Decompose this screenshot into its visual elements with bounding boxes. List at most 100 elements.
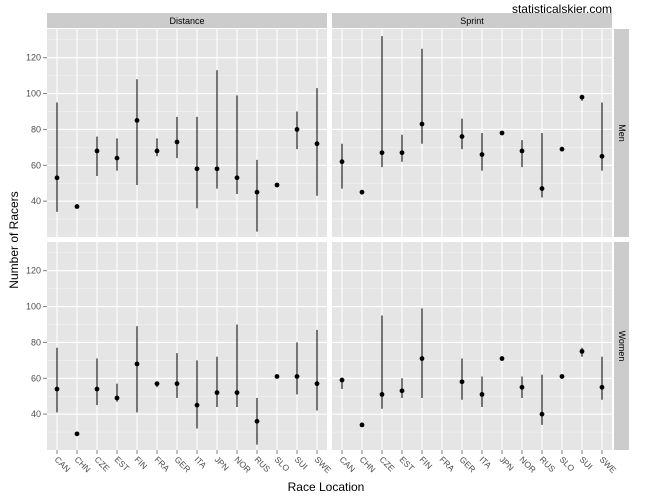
data-point bbox=[174, 381, 180, 387]
data-point bbox=[314, 381, 320, 387]
x-tick-label: CAN bbox=[338, 454, 358, 474]
x-tick-label: CHN bbox=[358, 454, 378, 474]
data-point bbox=[519, 148, 525, 154]
data-point bbox=[254, 189, 260, 195]
y-axis-title: Number of Racers bbox=[7, 191, 21, 288]
data-point bbox=[399, 150, 405, 156]
facet-strip-women bbox=[614, 242, 629, 450]
data-point bbox=[114, 395, 120, 401]
x-tick-label: CZE bbox=[378, 454, 397, 473]
panel-background bbox=[47, 29, 327, 237]
data-point bbox=[399, 388, 405, 394]
data-point bbox=[539, 411, 545, 417]
data-point bbox=[579, 94, 585, 100]
x-tick-label: JPN bbox=[498, 454, 516, 472]
y-tick-label: 80 bbox=[31, 337, 41, 347]
panel-background bbox=[47, 242, 327, 450]
data-point bbox=[339, 159, 345, 165]
x-tick-label: SWE bbox=[598, 454, 619, 475]
x-tick-label: SLO bbox=[273, 454, 292, 473]
x-tick-label: GER bbox=[458, 454, 478, 474]
data-point bbox=[154, 148, 160, 154]
x-tick-label: NOR bbox=[233, 454, 253, 474]
x-tick-label: CHN bbox=[73, 454, 93, 474]
facet-label-men: Men bbox=[617, 124, 627, 142]
data-point bbox=[114, 155, 120, 161]
x-tick-label: GER bbox=[173, 454, 193, 474]
data-point bbox=[174, 139, 180, 145]
y-tick-label: 120 bbox=[26, 53, 41, 63]
data-point bbox=[134, 361, 140, 367]
y-tick-label: 40 bbox=[31, 409, 41, 419]
data-point bbox=[214, 390, 220, 396]
panel-background bbox=[332, 29, 612, 237]
x-tick-label: EST bbox=[398, 454, 417, 473]
data-point bbox=[499, 130, 505, 136]
data-point bbox=[54, 175, 60, 181]
data-point bbox=[154, 381, 160, 387]
y-tick-label: 100 bbox=[26, 89, 41, 99]
data-point bbox=[479, 392, 485, 397]
x-tick-label: FIN bbox=[418, 454, 435, 471]
data-point bbox=[419, 356, 425, 361]
data-point bbox=[194, 402, 200, 408]
data-point bbox=[599, 384, 605, 390]
data-point bbox=[54, 386, 60, 392]
x-tick-label: SLO bbox=[558, 454, 577, 473]
data-point bbox=[359, 422, 365, 428]
y-tick-label: 80 bbox=[31, 124, 41, 134]
x-tick-label: ITA bbox=[478, 454, 494, 470]
data-point bbox=[214, 166, 220, 172]
data-point bbox=[314, 141, 320, 147]
data-point bbox=[539, 186, 545, 191]
y-tick-label: 100 bbox=[26, 302, 41, 312]
data-point bbox=[479, 152, 485, 157]
data-point bbox=[294, 374, 300, 379]
data-point bbox=[559, 146, 565, 152]
x-tick-label: SUI bbox=[293, 454, 310, 471]
data-point bbox=[359, 189, 365, 195]
x-tick-label: SWE bbox=[313, 454, 334, 475]
y-tick-label: 60 bbox=[31, 160, 41, 170]
data-point bbox=[274, 374, 280, 379]
data-point bbox=[74, 431, 80, 437]
data-point bbox=[459, 134, 465, 139]
data-point bbox=[379, 392, 385, 397]
x-tick-label: CAN bbox=[53, 454, 73, 474]
data-point bbox=[579, 348, 585, 354]
x-tick-label: FIN bbox=[133, 454, 150, 471]
data-point bbox=[599, 153, 605, 159]
facet-label-women: Women bbox=[617, 331, 627, 362]
data-point bbox=[274, 182, 280, 188]
facet-strip-men bbox=[614, 29, 629, 237]
data-point bbox=[94, 148, 100, 154]
data-point bbox=[459, 379, 465, 385]
data-point bbox=[519, 384, 525, 390]
data-point bbox=[74, 204, 80, 209]
x-tick-label: NOR bbox=[518, 454, 538, 474]
x-tick-label: FRA bbox=[438, 454, 457, 473]
data-point bbox=[379, 150, 385, 156]
data-point bbox=[419, 121, 425, 127]
data-point bbox=[254, 418, 260, 424]
y-tick-label: 40 bbox=[31, 196, 41, 206]
data-point bbox=[234, 390, 240, 396]
x-tick-label: RUS bbox=[538, 454, 558, 474]
x-tick-label: FRA bbox=[153, 454, 172, 473]
data-point bbox=[194, 166, 200, 172]
facet-strip-sprint bbox=[332, 13, 612, 28]
x-tick-label: JPN bbox=[213, 454, 231, 472]
facet-label-distance: Distance bbox=[169, 16, 204, 26]
data-point bbox=[234, 175, 240, 181]
y-tick-label: 120 bbox=[26, 266, 41, 276]
x-tick-label: EST bbox=[113, 454, 132, 473]
x-axis-title: Race Location bbox=[288, 480, 365, 494]
data-point bbox=[339, 377, 345, 383]
data-point bbox=[94, 386, 100, 392]
facet-label-sprint: Sprint bbox=[460, 16, 484, 26]
x-tick-label: SUI bbox=[578, 454, 595, 471]
facet-strip-distance bbox=[47, 13, 327, 28]
data-point bbox=[559, 374, 565, 379]
data-point bbox=[499, 356, 505, 361]
